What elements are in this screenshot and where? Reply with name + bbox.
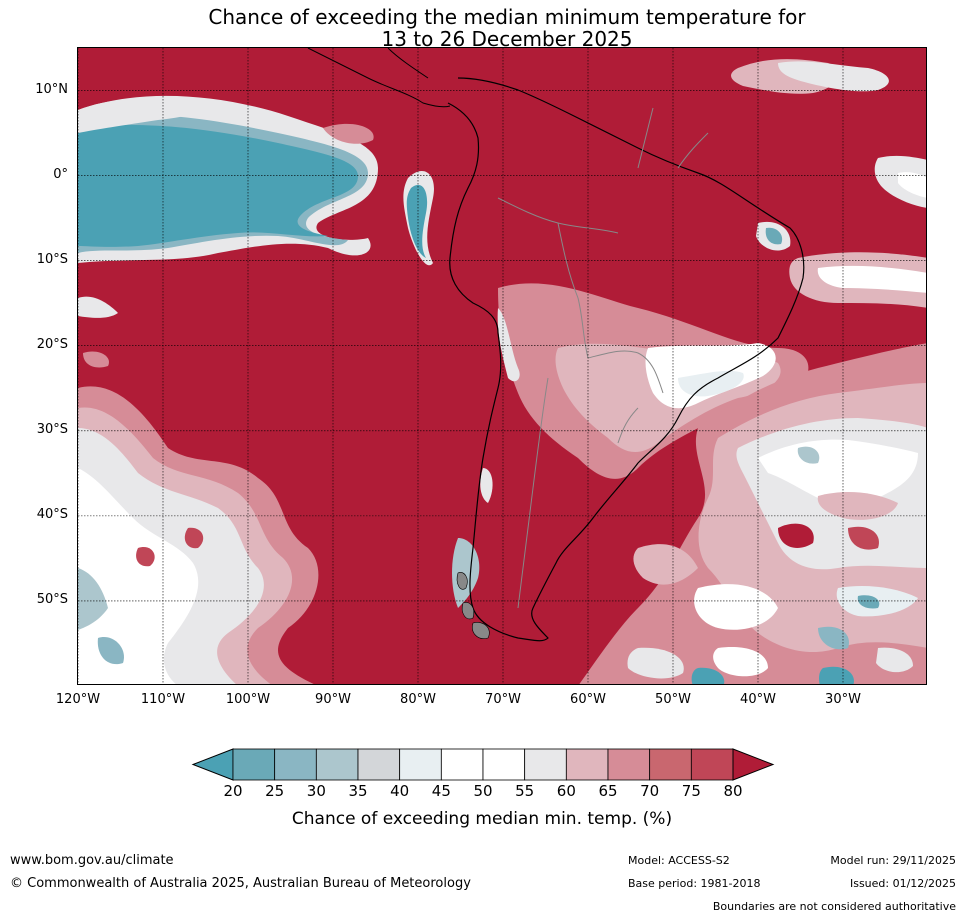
continent-anomaly-patches (403, 170, 809, 608)
footer-base-period: Base period: 1981-2018 (628, 877, 761, 890)
lat-label-20s: 20°S (36, 337, 68, 352)
pacific-southwest-region (78, 386, 319, 684)
lon-label-60w: 60°W (570, 692, 606, 707)
colorbar-tick-label: 50 (473, 782, 493, 800)
colorbar-segment (315, 748, 359, 781)
footer-model: Model: ACCESS-S2 (628, 854, 730, 867)
colorbar-segment (524, 748, 567, 781)
map-title-line-1: Chance of exceeding the median minimum t… (208, 5, 806, 29)
lat-label-10s: 10°S (36, 252, 68, 267)
central-america-coastline (307, 48, 451, 108)
map-canvas (78, 48, 926, 684)
colorbar-segment (607, 748, 651, 781)
lon-label-70w: 70°W (485, 692, 521, 707)
lon-label-100w: 100°W (225, 692, 271, 707)
colorbar-segment (357, 748, 401, 781)
footer-model-run: Model run: 29/11/2025 (830, 854, 956, 867)
lon-label-120w: 120°W (55, 692, 101, 707)
lat-label-10n: 10°N (35, 82, 68, 97)
footer-disclaimer: Boundaries are not considered authoritat… (712, 900, 956, 913)
colorbar-tick-label: 80 (723, 782, 743, 800)
colorbar-tick-label: 45 (431, 782, 451, 800)
lon-label-110w: 110°W (140, 692, 186, 707)
colorbar-tick-label: 40 (390, 782, 410, 800)
lon-label-80w: 80°W (400, 692, 436, 707)
colorbar-segment (482, 748, 526, 781)
lon-label-40w: 40°W (740, 692, 776, 707)
probability-map (77, 47, 927, 685)
colorbar-label: Chance of exceeding median min. temp. (%… (291, 809, 673, 829)
colorbar-segment (690, 748, 734, 781)
colorbar-tick-label: 30 (306, 782, 326, 800)
colorbar-segment (565, 748, 609, 781)
colorbar-tick-label: 60 (556, 782, 576, 800)
colorbar-tick-label: 20 (223, 782, 243, 800)
country-borders (497, 107, 709, 609)
colorbar-tick-label: 70 (640, 782, 660, 800)
colorbar-segment (232, 748, 276, 781)
map-gridlines (78, 48, 926, 684)
lon-label-30w: 30°W (825, 692, 861, 707)
colorbar-segment (399, 748, 442, 781)
lon-label-90w: 90°W (315, 692, 351, 707)
footer-copyright: © Commonwealth of Australia 2025, Austra… (10, 876, 471, 891)
lon-label-50w: 50°W (655, 692, 691, 707)
atlantic-north-region (78, 59, 926, 368)
patagonia-islands (456, 572, 490, 639)
colorbar-segment (649, 748, 692, 781)
lat-label-30s: 30°S (36, 422, 68, 437)
pacific-cool-region (78, 95, 378, 263)
colorbar-tick-label: 75 (681, 782, 701, 800)
atlantic-southeast-region (579, 343, 926, 684)
lat-label-50s: 50°S (36, 592, 68, 607)
map-title-line-2: 13 to 26 December 2025 (381, 27, 633, 51)
lat-label-0: 0° (53, 167, 68, 182)
colorbar-extend-low (191, 748, 234, 781)
footer-issued: Issued: 01/12/2025 (849, 877, 956, 890)
colorbar-tick-label: 35 (348, 782, 368, 800)
colorbar-segment (440, 748, 484, 781)
colorbar-tick-label: 55 (515, 782, 535, 800)
south-america-coastline (447, 77, 805, 642)
colorbar-tick-label: 25 (265, 782, 285, 800)
footer-website: www.bom.gov.au/climate (10, 853, 174, 868)
colorbar-extend-high (732, 748, 775, 781)
colorbar-tick-label: 65 (598, 782, 618, 800)
lat-label-40s: 40°S (36, 507, 68, 522)
colorbar-segment (274, 748, 317, 781)
